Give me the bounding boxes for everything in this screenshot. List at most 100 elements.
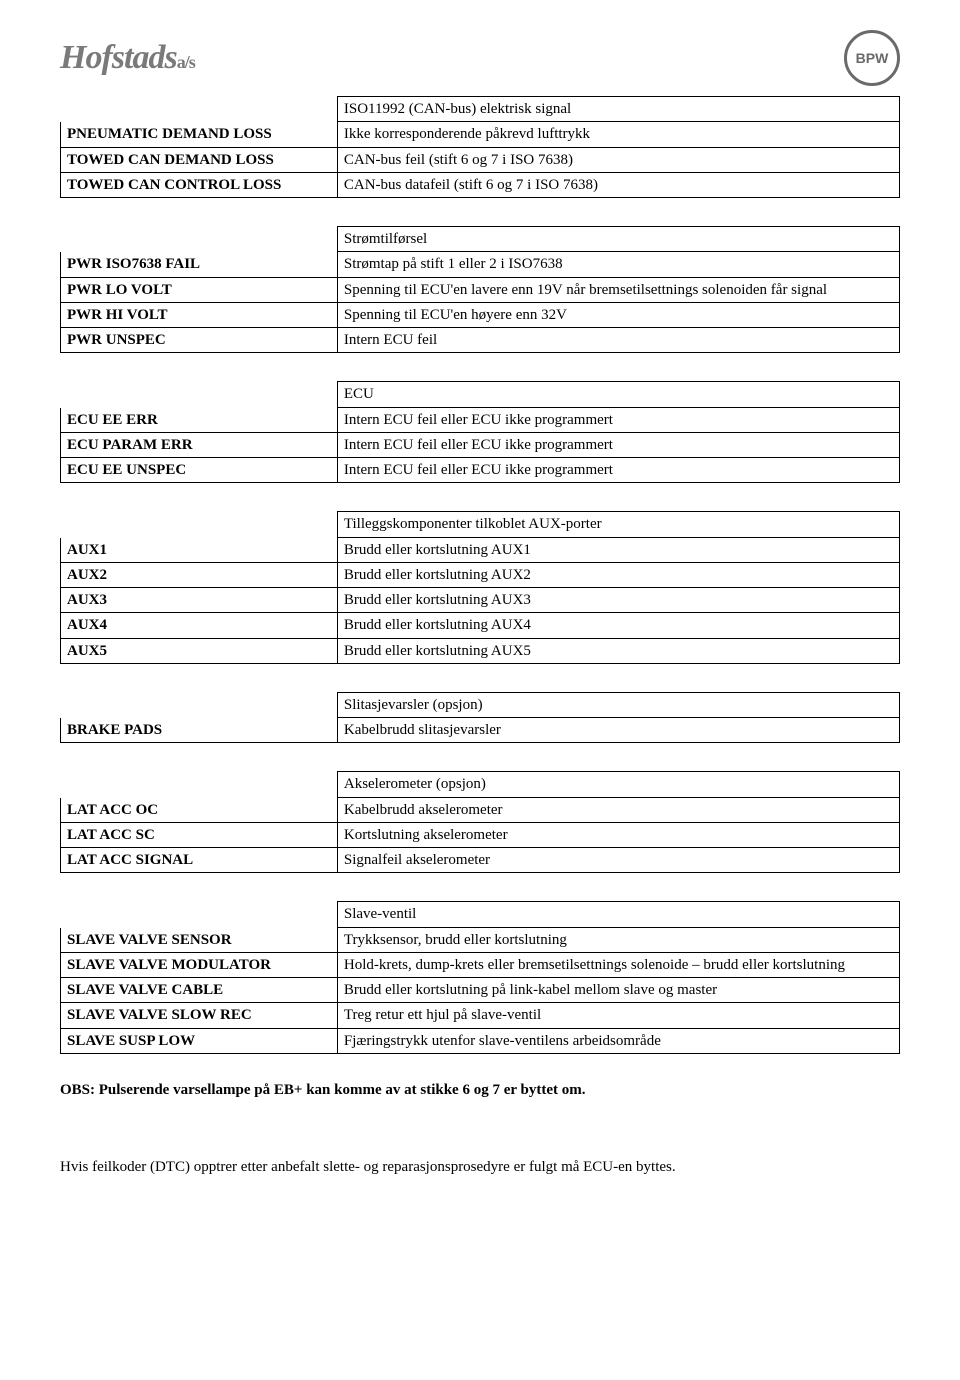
section-header-empty — [61, 227, 338, 252]
section-table: Akselerometer (opsjon)LAT ACC OCKabelbru… — [60, 771, 900, 873]
row-label: SLAVE VALVE SLOW REC — [61, 1003, 338, 1028]
section-table: ECUECU EE ERRIntern ECU feil eller ECU i… — [60, 381, 900, 483]
table-row: LAT ACC SCKortslutning akselerometer — [61, 822, 900, 847]
table-row: PNEUMATIC DEMAND LOSSIkke korresponderen… — [61, 122, 900, 147]
row-label: TOWED CAN CONTROL LOSS — [61, 172, 338, 197]
section-header-title: Slitasjevarsler (opsjon) — [337, 692, 899, 717]
section-header-row: Strømtilførsel — [61, 227, 900, 252]
section-header-empty — [61, 902, 338, 927]
section-header-empty — [61, 512, 338, 537]
row-label: LAT ACC SC — [61, 822, 338, 847]
table-row: LAT ACC OCKabelbrudd akselerometer — [61, 797, 900, 822]
row-desc: Brudd eller kortslutning AUX5 — [337, 638, 899, 663]
table-row: SLAVE VALVE MODULATORHold-krets, dump-kr… — [61, 952, 900, 977]
section-header-title: ISO11992 (CAN-bus) elektrisk signal — [337, 97, 899, 122]
section-header-title: Strømtilførsel — [337, 227, 899, 252]
row-desc: Brudd eller kortslutning AUX4 — [337, 613, 899, 638]
logo-left-suffix: a/s — [177, 52, 195, 72]
section-header-empty — [61, 97, 338, 122]
row-label: PWR HI VOLT — [61, 302, 338, 327]
tables-container: ISO11992 (CAN-bus) elektrisk signalPNEUM… — [60, 96, 900, 1054]
row-desc: Spenning til ECU'en lavere enn 19V når b… — [337, 277, 899, 302]
table-row: SLAVE SUSP LOWFjæringstrykk utenfor slav… — [61, 1028, 900, 1053]
row-desc: Brudd eller kortslutning AUX3 — [337, 588, 899, 613]
section-header-title: Tilleggskomponenter tilkoblet AUX-porter — [337, 512, 899, 537]
row-desc: Intern ECU feil eller ECU ikke programme… — [337, 458, 899, 483]
row-label: AUX1 — [61, 537, 338, 562]
row-desc: Brudd eller kortslutning på link-kabel m… — [337, 978, 899, 1003]
table-row: AUX3Brudd eller kortslutning AUX3 — [61, 588, 900, 613]
section-header-row: Slitasjevarsler (opsjon) — [61, 692, 900, 717]
row-desc: Ikke korresponderende påkrevd lufttrykk — [337, 122, 899, 147]
table-row: BRAKE PADSKabelbrudd slitasjevarsler — [61, 718, 900, 743]
row-label: AUX2 — [61, 562, 338, 587]
section-header-row: Akselerometer (opsjon) — [61, 772, 900, 797]
row-label: AUX5 — [61, 638, 338, 663]
row-desc: Intern ECU feil eller ECU ikke programme… — [337, 432, 899, 457]
row-desc: Intern ECU feil eller ECU ikke programme… — [337, 407, 899, 432]
row-label: SLAVE VALVE CABLE — [61, 978, 338, 1003]
row-desc: CAN-bus datafeil (stift 6 og 7 i ISO 763… — [337, 172, 899, 197]
row-label: AUX3 — [61, 588, 338, 613]
section-table: ISO11992 (CAN-bus) elektrisk signalPNEUM… — [60, 96, 900, 198]
table-row: PWR UNSPECIntern ECU feil — [61, 328, 900, 353]
section-table: Slitasjevarsler (opsjon)BRAKE PADSKabelb… — [60, 692, 900, 744]
row-label: SLAVE VALVE MODULATOR — [61, 952, 338, 977]
section-header-title: Akselerometer (opsjon) — [337, 772, 899, 797]
row-desc: Fjæringstrykk utenfor slave-ventilens ar… — [337, 1028, 899, 1053]
logo-right-text: BPW — [856, 51, 889, 65]
row-label: AUX4 — [61, 613, 338, 638]
table-row: PWR ISO7638 FAILStrømtap på stift 1 elle… — [61, 252, 900, 277]
row-desc: Intern ECU feil — [337, 328, 899, 353]
section-header-title: ECU — [337, 382, 899, 407]
table-row: ECU PARAM ERRIntern ECU feil eller ECU i… — [61, 432, 900, 457]
row-label: BRAKE PADS — [61, 718, 338, 743]
section-header-row: Slave-ventil — [61, 902, 900, 927]
table-row: AUX5Brudd eller kortslutning AUX5 — [61, 638, 900, 663]
table-row: AUX2Brudd eller kortslutning AUX2 — [61, 562, 900, 587]
section-table: Slave-ventilSLAVE VALVE SENSORTrykksenso… — [60, 901, 900, 1054]
row-desc: Signalfeil akselerometer — [337, 848, 899, 873]
row-desc: Kabelbrudd akselerometer — [337, 797, 899, 822]
logo-left: Hofstadsa/s — [60, 39, 195, 77]
row-desc: Hold-krets, dump-krets eller bremsetilse… — [337, 952, 899, 977]
table-row: AUX4Brudd eller kortslutning AUX4 — [61, 613, 900, 638]
table-row: SLAVE VALVE SENSORTrykksensor, brudd ell… — [61, 927, 900, 952]
section-header-empty — [61, 772, 338, 797]
row-label: PNEUMATIC DEMAND LOSS — [61, 122, 338, 147]
row-label: SLAVE VALVE SENSOR — [61, 927, 338, 952]
table-row: PWR HI VOLTSpenning til ECU'en høyere en… — [61, 302, 900, 327]
table-row: AUX1Brudd eller kortslutning AUX1 — [61, 537, 900, 562]
table-row: ECU EE ERRIntern ECU feil eller ECU ikke… — [61, 407, 900, 432]
logo-left-main: Hofstads — [60, 39, 177, 76]
row-label: LAT ACC SIGNAL — [61, 848, 338, 873]
row-desc: Trykksensor, brudd eller kortslutning — [337, 927, 899, 952]
tail-note: Hvis feilkoder (DTC) opptrer etter anbef… — [60, 1159, 900, 1176]
row-desc: Treg retur ett hjul på slave-ventil — [337, 1003, 899, 1028]
section-header-title: Slave-ventil — [337, 902, 899, 927]
table-row: PWR LO VOLTSpenning til ECU'en lavere en… — [61, 277, 900, 302]
row-desc: Brudd eller kortslutning AUX2 — [337, 562, 899, 587]
row-desc: Spenning til ECU'en høyere enn 32V — [337, 302, 899, 327]
obs-note: OBS: Pulserende varsellampe på EB+ kan k… — [60, 1082, 900, 1099]
row-label: SLAVE SUSP LOW — [61, 1028, 338, 1053]
row-label: PWR ISO7638 FAIL — [61, 252, 338, 277]
row-desc: Brudd eller kortslutning AUX1 — [337, 537, 899, 562]
row-desc: Strømtap på stift 1 eller 2 i ISO7638 — [337, 252, 899, 277]
page-header: Hofstadsa/s BPW — [60, 30, 900, 86]
table-row: ECU EE UNSPECIntern ECU feil eller ECU i… — [61, 458, 900, 483]
row-label: PWR UNSPEC — [61, 328, 338, 353]
table-row: TOWED CAN DEMAND LOSSCAN-bus feil (stift… — [61, 147, 900, 172]
section-header-empty — [61, 382, 338, 407]
row-desc: CAN-bus feil (stift 6 og 7 i ISO 7638) — [337, 147, 899, 172]
table-row: SLAVE VALVE CABLEBrudd eller kortslutnin… — [61, 978, 900, 1003]
section-header-row: ISO11992 (CAN-bus) elektrisk signal — [61, 97, 900, 122]
row-desc: Kortslutning akselerometer — [337, 822, 899, 847]
section-header-row: Tilleggskomponenter tilkoblet AUX-porter — [61, 512, 900, 537]
table-row: LAT ACC SIGNALSignalfeil akselerometer — [61, 848, 900, 873]
row-label: ECU EE UNSPEC — [61, 458, 338, 483]
table-row: TOWED CAN CONTROL LOSSCAN-bus datafeil (… — [61, 172, 900, 197]
row-label: PWR LO VOLT — [61, 277, 338, 302]
section-header-row: ECU — [61, 382, 900, 407]
row-label: LAT ACC OC — [61, 797, 338, 822]
